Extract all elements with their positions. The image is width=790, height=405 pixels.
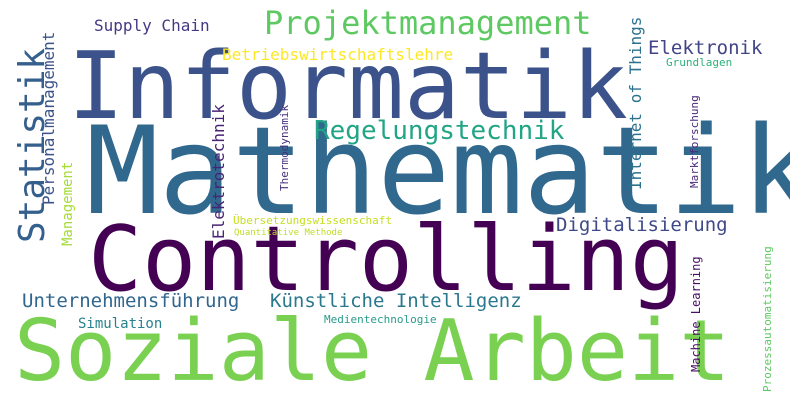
- word-informatik: Informatik: [68, 32, 628, 140]
- word-digitalisierung: Digitalisierung: [556, 214, 728, 236]
- word-quantitative-methode: Quantitative Methode: [234, 228, 343, 238]
- word-elektrotechnik: Elektrotechnik: [209, 104, 228, 239]
- word-betriebswirtschaftslehre: Betriebswirtschaftslehre: [222, 45, 454, 64]
- word-uebersetzungswissenschaft: Übersetzungswissenschaft: [233, 214, 392, 227]
- word-management: Management: [60, 161, 76, 246]
- word-mathematik: Mathematik: [86, 101, 790, 242]
- word-kuenstliche-intelligenz: Künstliche Intelligenz: [270, 290, 522, 312]
- word-marktforschung: Marktforschung: [688, 95, 701, 188]
- word-medientechnologie: Medientechnologie: [324, 313, 437, 326]
- word-machine-learning: Machine Learning: [689, 256, 703, 372]
- word-internet-of-things: Internet of Things: [626, 16, 645, 190]
- word-projektmanagement: Projektmanagement: [264, 4, 592, 42]
- word-prozessautomatisierung: Prozessautomatisierung: [761, 246, 774, 392]
- word-controlling: Controlling: [88, 207, 685, 312]
- word-elektronik: Elektronik: [648, 37, 763, 59]
- word-simulation: Simulation: [78, 316, 163, 332]
- word-grundlagen: Grundlagen: [666, 56, 733, 69]
- word-supply-chain: Supply Chain: [94, 16, 210, 35]
- word-personalmanagement: Personalmanagement: [39, 31, 58, 205]
- word-unternehmensfuehrung: Unternehmensführung: [22, 290, 240, 312]
- word-regelungstechnik: Regelungstechnik: [314, 116, 565, 146]
- word-soziale-arbeit: Soziale Arbeit: [14, 302, 731, 401]
- word-thermodynamik: Thermodynamik: [278, 104, 291, 191]
